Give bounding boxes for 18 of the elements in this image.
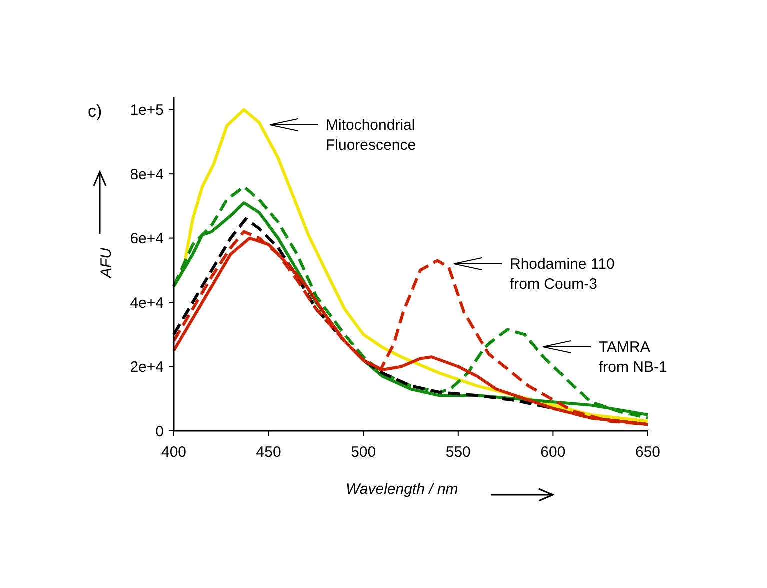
y-tick-label: 1e+5 <box>130 102 164 120</box>
annotation: Mitochondrial Fluorescence <box>326 117 416 154</box>
x-tick-label: 600 <box>540 444 566 461</box>
x-tick-label: 500 <box>351 444 376 461</box>
annotation: Rhodamine 110 from Coum-3 <box>510 256 615 293</box>
y-tick-label: 2e+4 <box>130 359 164 376</box>
y-tick-label: 8e+4 <box>130 166 164 184</box>
x-tick-label: 400 <box>161 444 187 461</box>
y-axis-title: AFU <box>98 248 115 279</box>
chart-title: c) <box>88 102 102 121</box>
x-axis-title: Wavelength / nm <box>346 481 458 498</box>
x-tick-label: 450 <box>256 444 282 461</box>
y-tick-label: 6e+4 <box>130 230 164 248</box>
x-tick-label: 550 <box>446 444 471 461</box>
x-tick-label: 650 <box>635 444 661 461</box>
annotation: TAMRA from NB-1 <box>599 339 668 376</box>
y-tick-label: 4e+4 <box>130 294 164 312</box>
y-tick-label: 0 <box>156 423 164 440</box>
